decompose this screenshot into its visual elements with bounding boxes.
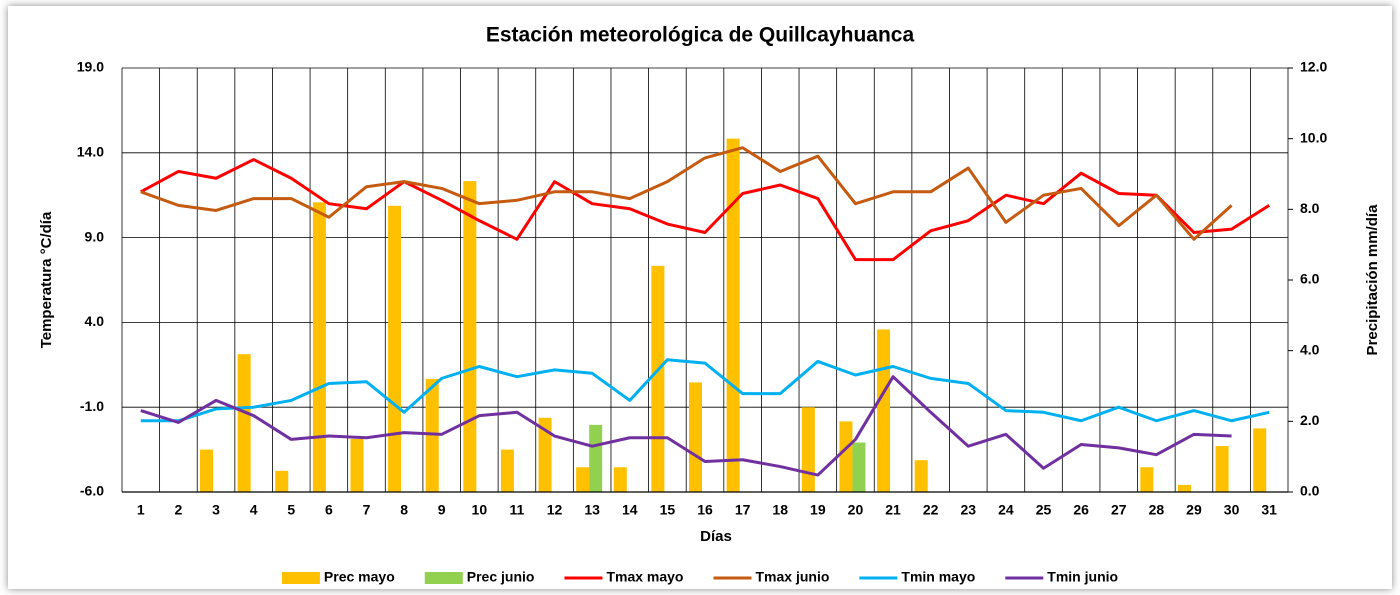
x-tick-label: 9 (438, 502, 446, 518)
bar (613, 467, 627, 492)
y2-tick-label: 2.0 (1300, 412, 1320, 428)
legend-label: Prec mayo (324, 569, 395, 585)
x-tick-label: 29 (1186, 502, 1202, 518)
bar (914, 460, 928, 492)
x-tick-label: 4 (250, 502, 258, 518)
x-tick-label: 19 (810, 502, 826, 518)
x-tick-label: 28 (1149, 502, 1165, 518)
legend-swatch (281, 572, 320, 584)
x-tick-label: 30 (1224, 502, 1240, 518)
x-tick-label: 26 (1073, 502, 1089, 518)
x-tick-label: 23 (961, 502, 977, 518)
x-tick-label: 17 (735, 502, 751, 518)
bar (689, 382, 702, 492)
legend-label: Tmax junio (755, 569, 829, 585)
x-tick-label: 7 (363, 502, 371, 518)
legend-label: Tmin mayo (901, 569, 975, 585)
y2-tick-label: 8.0 (1300, 200, 1320, 216)
y-tick-label: 9.0 (85, 228, 105, 244)
x-axis-title: Días (700, 528, 732, 545)
bar (237, 354, 251, 492)
y2-tick-label: 12.0 (1300, 59, 1327, 75)
line (140, 146, 1233, 241)
legend-label: Prec junio (467, 569, 535, 585)
x-tick-label: 22 (923, 502, 939, 518)
y-tick-label: 4.0 (85, 313, 105, 329)
x-tick-label: 31 (1261, 502, 1277, 518)
y2-tick-label: 10.0 (1300, 129, 1327, 145)
bar (1140, 467, 1154, 492)
x-tick-label: 6 (325, 502, 333, 518)
y2-tick-label: 6.0 (1300, 271, 1320, 287)
y-tick-label: -1.0 (80, 398, 104, 414)
x-tick-label: 12 (547, 502, 563, 518)
x-tick-label: 11 (510, 502, 525, 518)
y-tick-label: 14.0 (77, 144, 104, 160)
bar (651, 265, 665, 492)
x-tick-label: 3 (212, 502, 220, 518)
bar (726, 138, 740, 492)
x-tick-label: 21 (885, 502, 901, 518)
y2-tick-label: 0.0 (1300, 483, 1320, 499)
line (140, 158, 1270, 262)
bar (1215, 446, 1229, 492)
x-tick-label: 27 (1111, 502, 1127, 518)
y2-axis-title: Precipitación mm/día (1364, 204, 1381, 356)
bar (425, 378, 439, 492)
x-tick-label: 16 (697, 502, 713, 518)
x-tick-label: 5 (287, 502, 295, 518)
bar (538, 417, 552, 492)
bar (275, 470, 289, 492)
x-tick-label: 24 (998, 502, 1014, 518)
y-tick-label: 19.0 (77, 59, 104, 75)
bar (1253, 428, 1267, 492)
x-tick-label: 18 (772, 502, 788, 518)
legend-swatch (424, 572, 463, 584)
bar (801, 407, 815, 492)
x-tick-label: 15 (660, 502, 676, 518)
x-tick-label: 20 (848, 502, 864, 518)
bar (852, 442, 866, 492)
x-tick-label: 25 (1036, 502, 1052, 518)
bar (839, 421, 853, 492)
bar (350, 439, 364, 492)
x-tick-label: 14 (622, 502, 638, 518)
bar (1177, 484, 1191, 492)
legend-label: Tmin junio (1047, 569, 1118, 585)
bar (500, 449, 514, 492)
y-axis-title: Temperatura °C/día (38, 211, 55, 348)
x-tick-label: 8 (400, 502, 408, 518)
y-tick-label: -6.0 (80, 483, 104, 499)
x-tick-label: 1 (137, 502, 145, 518)
y2-tick-label: 4.0 (1300, 341, 1320, 357)
x-tick-label: 13 (584, 502, 600, 518)
x-tick-label: 2 (175, 502, 183, 518)
bar (877, 329, 891, 492)
chart-title: Estación meteorológica de Quillcayhuanca (486, 24, 915, 47)
bar (576, 467, 590, 492)
x-tick-label: 10 (472, 502, 488, 518)
bar (388, 205, 402, 493)
line (140, 375, 1232, 477)
bar (463, 181, 477, 493)
legend-label: Tmax mayo (606, 569, 683, 585)
bar (589, 424, 603, 492)
line (140, 358, 1270, 423)
bar (312, 202, 326, 492)
bar (200, 449, 214, 492)
